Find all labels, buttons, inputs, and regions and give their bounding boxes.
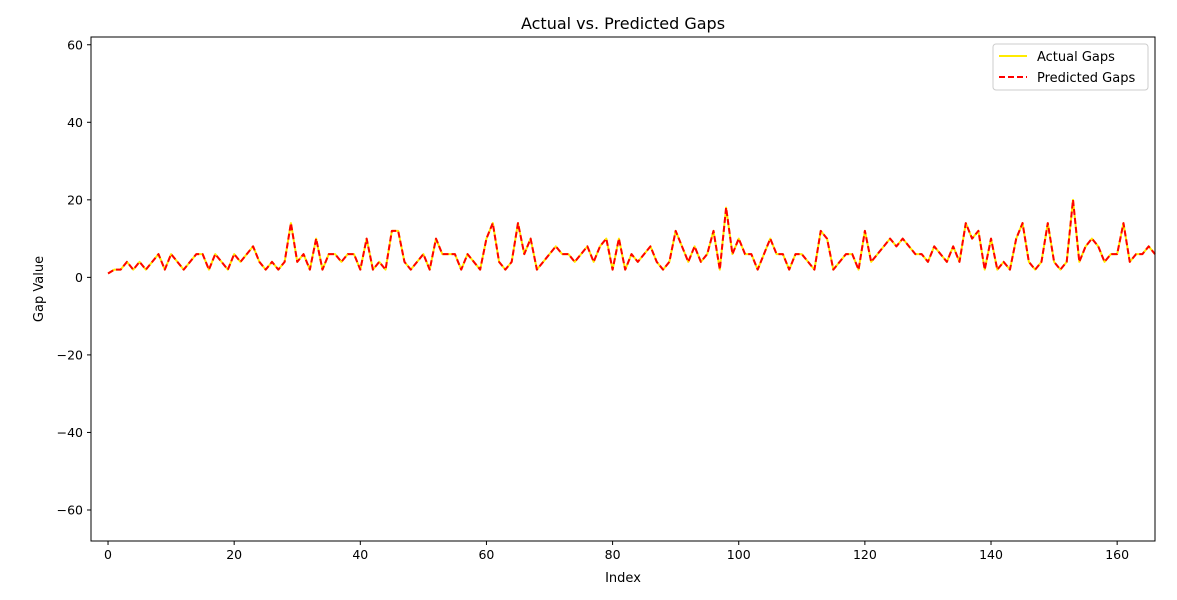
- x-tick-label: 80: [605, 547, 621, 562]
- y-tick-label: −40: [57, 425, 83, 440]
- y-tick-label: 0: [75, 270, 83, 285]
- legend-box: [992, 43, 1149, 91]
- x-tick-label: 140: [979, 547, 1003, 562]
- y-tick-label: 20: [67, 192, 83, 207]
- chart-title: Actual vs. Predicted Gaps: [521, 14, 725, 33]
- y-tick-label: 60: [67, 37, 83, 52]
- legend-label-predicted: Predicted Gaps: [1037, 71, 1135, 86]
- x-tick-label: 120: [853, 547, 877, 562]
- series-line-predicted-gaps: [107, 198, 1156, 275]
- ticks-layer: 0 20 40 60 80 100 120 140 160 −60 −40 −20 0 20 40 60: [57, 37, 1130, 562]
- y-tick-label: 40: [67, 115, 83, 130]
- series-layer: [107, 198, 1156, 275]
- x-tick-label: 20: [226, 547, 242, 562]
- x-tick-label: 160: [1105, 547, 1129, 562]
- y-tick-label: −20: [57, 347, 83, 362]
- y-axis-label: Gap Value: [32, 256, 47, 322]
- x-axis-label: Index: [605, 571, 641, 586]
- plot-frame: [90, 36, 1156, 542]
- x-tick-label: 40: [352, 547, 368, 562]
- x-tick-label: 100: [727, 547, 751, 562]
- legend-label-actual: Actual Gaps: [1037, 50, 1115, 65]
- x-tick-label: 0: [104, 547, 112, 562]
- x-tick-label: 60: [478, 547, 494, 562]
- legend: Actual Gaps Predicted Gaps: [992, 43, 1149, 91]
- y-tick-label: −60: [57, 502, 83, 517]
